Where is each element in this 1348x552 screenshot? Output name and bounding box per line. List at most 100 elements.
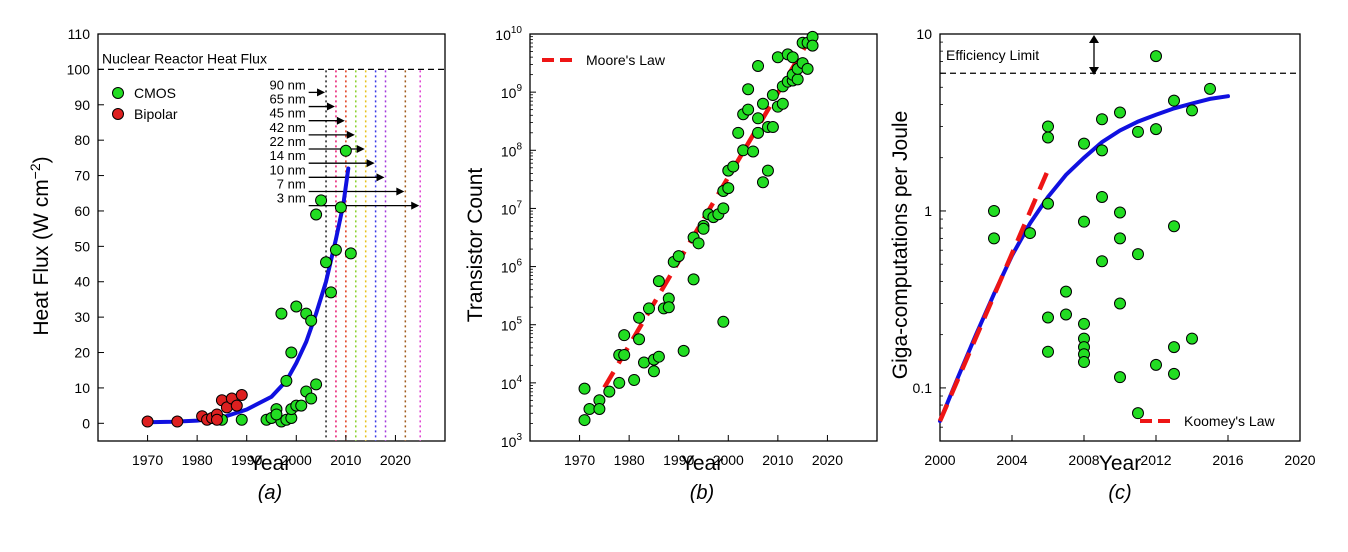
cmos-point bbox=[628, 373, 641, 386]
cmos-point bbox=[593, 403, 606, 416]
cmos-point bbox=[334, 201, 347, 214]
x-tick-label: 2012 bbox=[1140, 452, 1171, 468]
y-tick-label: 10 bbox=[74, 380, 90, 396]
panel-label-c: (c) bbox=[1108, 482, 1131, 504]
x-tick-label: 2020 bbox=[812, 452, 843, 468]
x-tick-label: 2020 bbox=[380, 452, 411, 468]
cmos-point bbox=[1114, 106, 1126, 119]
process-node-arrowhead bbox=[356, 145, 365, 154]
cmos-point bbox=[766, 121, 779, 134]
y-tick-label: 100 bbox=[67, 61, 91, 77]
plot-frame-a bbox=[97, 33, 446, 442]
x-axis-label-a: Year bbox=[249, 452, 291, 475]
cmos-point bbox=[1150, 358, 1162, 371]
plot-frame-c bbox=[939, 33, 1301, 442]
process-node-arrowhead bbox=[376, 173, 385, 182]
legend-a: CMOS Bipolar bbox=[112, 85, 178, 122]
x-tick-label: 1980 bbox=[182, 452, 213, 468]
cmos-point bbox=[1132, 125, 1144, 138]
cmos-point bbox=[578, 382, 591, 395]
cmos-point bbox=[310, 208, 323, 221]
process-node-label: 7 nm bbox=[277, 176, 306, 191]
cmos-point bbox=[752, 112, 765, 125]
cmos-point bbox=[324, 286, 337, 299]
x-tick-label: 2016 bbox=[1212, 452, 1243, 468]
cmos-point bbox=[766, 89, 779, 102]
y-tick-label: 60 bbox=[74, 203, 90, 219]
cmos-point bbox=[752, 59, 765, 72]
y-tick-label: 10 bbox=[916, 26, 932, 42]
cmos-point bbox=[1042, 197, 1054, 210]
cmos-point bbox=[786, 51, 799, 64]
y-axis-label-a: Heat Flux (W cm−2) bbox=[27, 156, 53, 335]
bipolar-point bbox=[210, 413, 223, 426]
cmos-point bbox=[717, 315, 730, 328]
cmos-point bbox=[295, 399, 308, 412]
cmos-point bbox=[1042, 345, 1054, 358]
cmos-point bbox=[633, 311, 646, 324]
process-node-arrowhead bbox=[366, 159, 375, 168]
legend-cmos-marker bbox=[112, 87, 124, 99]
x-tick-label: 1990 bbox=[663, 452, 694, 468]
y-tick-label: 104 bbox=[501, 374, 523, 392]
cmos-point bbox=[1114, 371, 1126, 384]
panel-label-a: (a) bbox=[258, 482, 282, 504]
cmos-point bbox=[583, 403, 596, 416]
y-axis-label-c: Giga-computations per Joule bbox=[889, 111, 912, 379]
cmos-point bbox=[771, 51, 784, 64]
y-tick-label: 109 bbox=[501, 83, 523, 101]
cmos-point bbox=[310, 378, 323, 391]
cmos-point bbox=[1060, 308, 1072, 321]
x-tick-label: 1970 bbox=[564, 452, 595, 468]
cmos-point bbox=[732, 126, 745, 139]
y-tick-label: 40 bbox=[74, 274, 90, 290]
process-node-label: 10 nm bbox=[270, 162, 306, 177]
cmos-point bbox=[329, 243, 342, 256]
cmos-point bbox=[717, 202, 730, 215]
cmos-point bbox=[677, 344, 690, 357]
cmos-point bbox=[791, 73, 804, 86]
x-tick-label: 2000 bbox=[281, 452, 312, 468]
cmos-point bbox=[320, 256, 333, 269]
y-tick-label: 70 bbox=[74, 168, 90, 184]
legend-bipolar-label: Bipolar bbox=[134, 106, 178, 122]
process-node-arrowhead bbox=[411, 201, 420, 210]
legend-bipolar-marker bbox=[112, 108, 124, 120]
cmos-point bbox=[1168, 94, 1180, 107]
cmos-point bbox=[618, 348, 631, 361]
cmos-point bbox=[285, 346, 298, 359]
cmos-point bbox=[988, 204, 1000, 217]
cmos-point bbox=[1132, 407, 1144, 420]
process-node-label: 22 nm bbox=[270, 134, 306, 149]
cmos-point bbox=[756, 97, 769, 110]
bipolar-point bbox=[235, 388, 248, 401]
x-tick-label: 2020 bbox=[1284, 452, 1315, 468]
cmos-point bbox=[727, 160, 740, 173]
y-tick-label: 50 bbox=[74, 238, 90, 254]
process-node-label: 65 nm bbox=[270, 92, 306, 107]
cmos-point bbox=[1042, 311, 1054, 324]
bipolar-point bbox=[141, 415, 154, 428]
cmos-point bbox=[578, 414, 591, 427]
x-tick-label: 1980 bbox=[614, 452, 645, 468]
y-tick-label: 107 bbox=[501, 199, 523, 217]
x-tick-label: 1990 bbox=[231, 452, 262, 468]
data-points-b bbox=[578, 30, 819, 427]
cmos-point bbox=[638, 356, 651, 369]
cmos-point bbox=[633, 333, 646, 346]
cmos-point bbox=[1096, 255, 1108, 268]
legend-c: Koomey's Law bbox=[1140, 413, 1275, 429]
cmos-point bbox=[742, 83, 755, 96]
cmos-point bbox=[235, 413, 248, 426]
cmos-point bbox=[290, 300, 303, 313]
legend-b: Moore's Law bbox=[542, 52, 666, 68]
x-tick-label: 2004 bbox=[996, 452, 1027, 468]
x-tick-label: 2010 bbox=[762, 452, 793, 468]
cmos-point bbox=[642, 302, 655, 315]
cmos-point bbox=[756, 176, 769, 189]
y-axis-label-b: Transistor Count bbox=[464, 168, 487, 323]
panel-b: 1970 1980 1990 2000 2010 2020 103 104 105 106 107 1… bbox=[464, 25, 878, 504]
y-tick-label: 20 bbox=[74, 345, 90, 361]
y-tick-label: 30 bbox=[74, 309, 90, 325]
